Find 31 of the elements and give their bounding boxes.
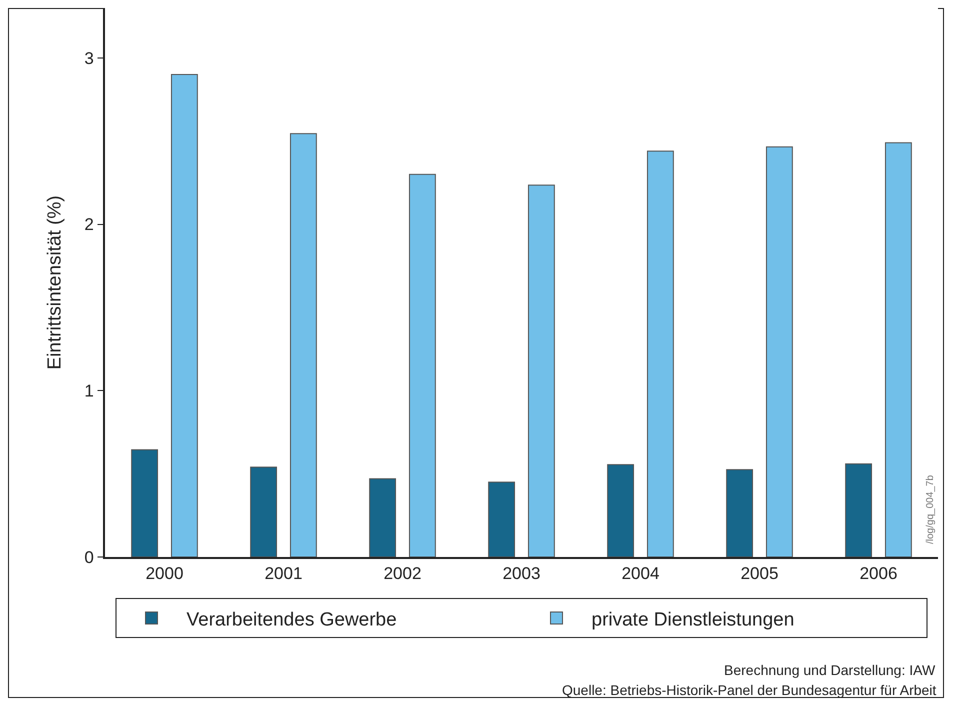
bar	[884, 142, 912, 557]
bar	[646, 150, 674, 557]
x-tick-label: 2002	[384, 564, 422, 584]
x-tick-label: 2000	[146, 564, 184, 584]
bar	[369, 478, 396, 557]
x-tick-label: 2003	[502, 564, 540, 584]
bar	[528, 184, 555, 557]
bar	[170, 74, 198, 557]
y-tick-label: 2	[84, 215, 94, 234]
x-tick-label: 2004	[622, 564, 660, 584]
legend-label: Verarbeitendes Gewerbe	[186, 609, 397, 630]
source-note: Quelle: Betriebs-Historik-Panel der Bundesagentur für Arbeit	[562, 682, 936, 698]
annotation: /log/gq_004_7b	[924, 474, 936, 544]
text: Berechnung und Darstellung: IAW	[724, 662, 936, 678]
bar	[250, 466, 278, 557]
bar	[290, 133, 317, 557]
x-tick-label: 2005	[740, 564, 778, 584]
bar	[488, 482, 516, 557]
y-tick-label: 1	[84, 382, 94, 401]
y-tick-label: 0	[84, 548, 94, 567]
x-tick-label: 2006	[860, 564, 898, 584]
y-axis-title: Eintrittsintensität (%)	[44, 195, 66, 370]
bar	[408, 174, 436, 557]
bar	[131, 449, 158, 557]
y-tick-label: 3	[84, 48, 94, 68]
legend-label: private Dienstleistungen	[592, 609, 794, 630]
x-tick-label: 2001	[264, 564, 302, 584]
bar	[726, 469, 754, 557]
bar	[766, 146, 793, 557]
bar	[845, 463, 872, 557]
bar	[607, 464, 634, 557]
